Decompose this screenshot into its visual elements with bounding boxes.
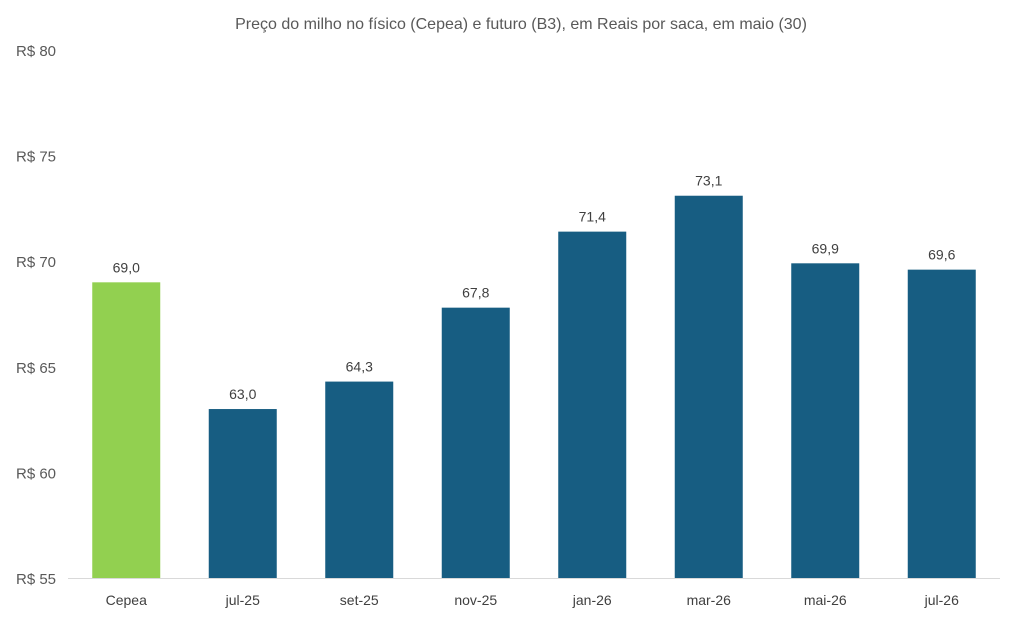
y-tick-label: R$ 55 [16,571,56,588]
data-label: 67,8 [462,285,489,301]
data-labels-group: 69,0 63,0 64,3 67,8 71,4 73,1 69,9 69,6 [113,173,956,402]
data-label: 63,0 [229,386,256,402]
bar-Cepea [92,282,161,578]
y-tick-label: R$ 75 [16,149,56,166]
chart-title: Preço do milho no físico (Cepea) e futur… [235,16,807,33]
y-tick-label: R$ 70 [16,254,56,271]
bars-group [92,195,976,578]
y-tick-label: R$ 80 [16,43,56,60]
x-tick-label: mai-26 [804,592,847,608]
data-label: 69,9 [812,240,839,256]
data-label: 71,4 [579,209,606,225]
x-tick-label: nov-25 [454,592,497,608]
y-tick-label: R$ 65 [16,360,56,377]
data-label: 64,3 [346,359,373,375]
x-axis-ticks: Cepea jul-25 set-25 nov-25 jan-26 mar-26 mai-2… [106,592,959,608]
bar-mai-26 [791,263,860,578]
bar-mar-26 [674,195,743,578]
x-tick-label: jul-25 [225,592,260,608]
x-tick-label: jan-26 [572,592,612,608]
x-tick-label: jul-26 [924,592,959,608]
data-label: 69,6 [928,247,955,263]
bar-set-25 [325,381,394,578]
bar-jul-25 [208,409,277,578]
bar-nov-25 [441,307,510,578]
data-label: 69,0 [113,259,140,275]
data-label: 73,1 [695,173,722,189]
y-axis-ticks: R$ 55 R$ 60 R$ 65 R$ 70 R$ 75 R$ 80 [16,43,56,588]
bar-jul-26 [907,269,976,578]
x-tick-label: Cepea [106,592,147,608]
x-tick-label: mar-26 [687,592,732,608]
x-tick-label: set-25 [340,592,379,608]
bar-jan-26 [558,231,627,578]
y-tick-label: R$ 60 [16,465,56,482]
